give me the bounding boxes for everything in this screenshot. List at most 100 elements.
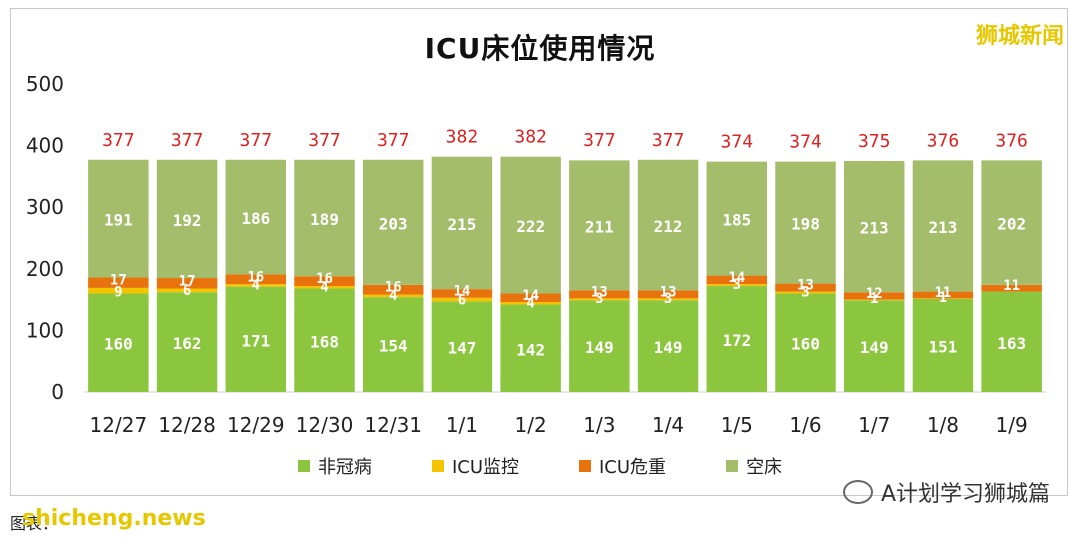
bar-segment-empty-bed xyxy=(843,161,905,293)
bar-segment-empty-bed xyxy=(637,159,699,291)
bar-segment-empty-bed xyxy=(912,160,974,292)
data-label-non-covid: 160 xyxy=(791,335,820,354)
bar-segment-icu-critical xyxy=(637,290,699,299)
y-tick-label: 500 xyxy=(26,72,64,96)
data-label-icu-critical: 13 xyxy=(797,278,814,294)
data-label-non-covid: 154 xyxy=(379,337,408,356)
legend-item: ICU危重 xyxy=(579,453,666,479)
data-label-icu-critical: 13 xyxy=(591,284,608,300)
data-label-icu-monitor: 3 xyxy=(664,291,672,307)
bar-segment-icu-monitor xyxy=(569,298,630,301)
data-label-total: 377 xyxy=(377,130,410,151)
data-label-icu-monitor: 4 xyxy=(389,288,397,304)
bar-segment-empty-bed xyxy=(431,156,493,290)
bar-segment-icu-critical xyxy=(569,290,630,299)
data-label-icu-monitor: 4 xyxy=(320,280,328,296)
legend-label: 非冠病 xyxy=(317,457,372,478)
y-tick-label: 200 xyxy=(26,257,64,281)
data-label-empty-bed: 185 xyxy=(722,211,751,230)
data-label-empty-bed: 222 xyxy=(516,217,545,236)
legend-label: 空床 xyxy=(746,457,783,478)
data-label-empty-bed: 215 xyxy=(447,215,476,234)
x-tick-label: 1/8 xyxy=(927,413,959,437)
x-tick-label: 12/28 xyxy=(158,413,216,437)
data-label-empty-bed: 191 xyxy=(104,211,133,230)
bar-segment-icu-critical xyxy=(500,293,561,303)
data-label-icu-critical: 11 xyxy=(1003,278,1020,294)
bar-segment-non-covid xyxy=(637,300,699,392)
bar-segment-icu-critical xyxy=(362,284,424,295)
data-label-total: 374 xyxy=(789,132,822,153)
data-label-icu-critical: 14 xyxy=(522,288,539,304)
x-tick-label: 12/31 xyxy=(364,413,422,437)
bar-segment-empty-bed xyxy=(362,159,424,285)
bar-segment-non-covid xyxy=(294,288,355,392)
data-label-total: 376 xyxy=(927,130,960,151)
bar-segment-icu-monitor xyxy=(225,284,287,287)
data-label-non-covid: 149 xyxy=(654,338,683,357)
x-tick-label: 1/4 xyxy=(652,413,684,437)
data-label-total: 376 xyxy=(995,130,1028,151)
data-label-icu-monitor: 3 xyxy=(733,277,741,293)
data-label-icu-monitor: 4 xyxy=(252,278,260,294)
bar-segment-icu-critical xyxy=(775,283,836,292)
data-label-icu-monitor: 6 xyxy=(458,292,466,308)
data-label-icu-critical: 16 xyxy=(247,269,264,285)
data-label-total: 382 xyxy=(446,127,479,148)
data-label-icu-critical: 16 xyxy=(385,280,402,296)
legend-item: 空床 xyxy=(726,453,782,479)
bar-segment-empty-bed xyxy=(706,161,768,276)
data-label-total: 377 xyxy=(240,130,273,151)
data-label-total: 382 xyxy=(514,127,547,148)
bar-segment-empty-bed xyxy=(981,160,1042,285)
chart-frame: ICU床位使用情况 xyxy=(10,8,1068,496)
data-label-empty-bed: 213 xyxy=(928,218,957,237)
bar-segment-empty-bed xyxy=(88,159,149,278)
data-label-non-covid: 149 xyxy=(860,338,889,357)
x-tick-label: 1/1 xyxy=(446,413,478,437)
legend-label: ICU监控 xyxy=(451,457,519,478)
data-label-icu-monitor: 6 xyxy=(183,283,191,299)
x-tick-label: 12/29 xyxy=(227,413,285,437)
data-label-non-covid: 162 xyxy=(173,334,202,353)
bar-segment-non-covid xyxy=(431,301,493,392)
data-label-empty-bed: 192 xyxy=(173,211,202,230)
x-tick-label: 1/3 xyxy=(583,413,615,437)
legend-swatch xyxy=(431,460,444,472)
data-label-total: 375 xyxy=(858,131,891,152)
bar-segment-non-covid xyxy=(569,300,630,392)
data-label-icu-monitor: 1 xyxy=(870,291,878,307)
bar-segment-icu-monitor xyxy=(362,294,424,298)
bar-segment-icu-critical xyxy=(225,274,287,285)
bar-segment-non-covid xyxy=(981,291,1042,392)
bar-segment-icu-monitor xyxy=(775,291,836,294)
bar-segment-non-covid xyxy=(500,304,561,392)
legend-item: ICU监控 xyxy=(431,453,519,479)
data-label-empty-bed: 202 xyxy=(997,215,1026,234)
watermark-url: shicheng.news xyxy=(22,506,206,531)
bar-segment-non-covid xyxy=(88,293,149,392)
bar-segment-icu-monitor xyxy=(431,297,493,302)
data-label-non-covid: 151 xyxy=(928,337,957,356)
bar-segment-icu-monitor xyxy=(500,302,561,305)
y-tick-label: 100 xyxy=(26,318,64,342)
data-label-empty-bed: 186 xyxy=(241,209,270,228)
source-label: 图表： xyxy=(10,514,59,533)
bar-segment-empty-bed xyxy=(294,159,355,277)
data-label-total: 377 xyxy=(583,130,616,151)
bar-segment-non-covid xyxy=(843,300,905,392)
legend-swatch xyxy=(579,460,591,472)
data-label-icu-monitor: 1 xyxy=(939,290,947,306)
data-label-icu-monitor: 3 xyxy=(595,291,603,307)
data-label-non-covid: 171 xyxy=(241,331,270,350)
data-label-non-covid: 160 xyxy=(104,335,133,354)
data-label-empty-bed: 189 xyxy=(310,210,339,229)
data-label-icu-critical: 14 xyxy=(728,270,745,286)
chart-title: ICU床位使用情况 xyxy=(424,32,656,65)
legend-label: ICU危重 xyxy=(599,457,667,478)
bar-segment-empty-bed xyxy=(156,159,218,279)
data-label-icu-critical: 17 xyxy=(110,273,127,289)
bar-segment-empty-bed xyxy=(569,160,630,291)
bar-segment-icu-critical xyxy=(706,275,768,285)
